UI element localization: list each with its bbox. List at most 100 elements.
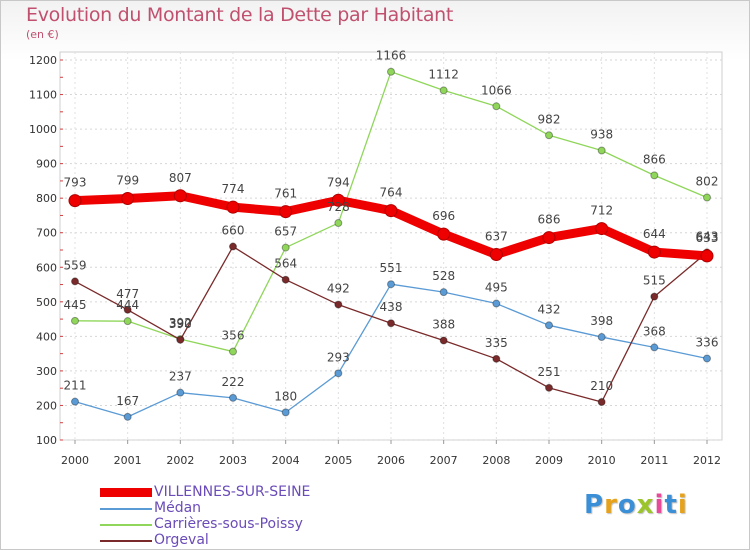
- data-point: [229, 242, 237, 251]
- series-0: [68, 189, 714, 263]
- data-point: [229, 393, 237, 402]
- data-point: [334, 300, 343, 309]
- data-label: 211: [64, 379, 87, 393]
- data-point: [545, 383, 553, 392]
- data-point: [437, 227, 451, 241]
- y-tick-label: 500: [36, 296, 57, 309]
- data-label: 368: [643, 324, 666, 338]
- data-point: [703, 354, 711, 363]
- data-point: [279, 205, 293, 219]
- data-point: [281, 243, 290, 252]
- data-label: 644: [643, 227, 666, 241]
- data-label: 445: [64, 298, 87, 312]
- logo-letter: x: [636, 490, 655, 520]
- data-label: 293: [327, 350, 350, 364]
- data-point: [71, 397, 79, 406]
- x-tick-label: 2010: [588, 454, 616, 467]
- chart-legend: VILLENNES-SUR-SEINE Médan Carrières-sous-P…: [100, 484, 360, 549]
- y-tick-label: 800: [36, 192, 57, 205]
- legend-swatch: [100, 488, 152, 497]
- y-tick-label: 900: [36, 158, 57, 171]
- y-tick-label: 200: [36, 399, 57, 412]
- data-point: [545, 131, 553, 140]
- data-label: 528: [432, 269, 455, 283]
- data-point: [703, 193, 711, 202]
- data-label: 336: [696, 335, 719, 349]
- logo-letter: i: [654, 490, 665, 520]
- data-point: [281, 275, 290, 284]
- data-point: [387, 67, 395, 76]
- data-label: 633: [696, 231, 719, 245]
- data-point: [700, 249, 714, 263]
- data-point: [650, 343, 659, 352]
- legend-swatch: [100, 508, 152, 510]
- data-point: [439, 86, 448, 95]
- data-point: [176, 335, 185, 344]
- data-label: 388: [432, 318, 455, 332]
- data-point: [121, 192, 135, 206]
- data-label: 660: [222, 224, 245, 238]
- data-label: 1112: [428, 67, 459, 81]
- logo-letter: t: [664, 490, 678, 520]
- data-label: 643: [696, 229, 719, 243]
- x-tick-label: 2005: [324, 454, 352, 467]
- y-tick-label: 300: [36, 365, 57, 378]
- x-tick-label: 2004: [272, 454, 300, 467]
- data-point: [334, 219, 343, 228]
- data-point: [123, 412, 132, 421]
- data-label: 686: [538, 213, 561, 227]
- data-label: 551: [380, 261, 403, 275]
- data-label: 167: [116, 394, 139, 408]
- data-label: 492: [327, 282, 350, 296]
- data-point: [597, 146, 606, 155]
- logo-letter: o: [617, 490, 637, 520]
- data-label: 444: [116, 298, 139, 312]
- data-point: [387, 280, 395, 289]
- data-label: 356: [222, 329, 245, 343]
- data-label: 696: [432, 209, 455, 223]
- data-point: [334, 369, 343, 378]
- x-tick-label: 2009: [535, 454, 563, 467]
- y-tick-label: 1100: [29, 89, 57, 102]
- series-1: [71, 280, 711, 421]
- data-point: [595, 222, 609, 236]
- logo-letter: r: [604, 490, 618, 520]
- data-label: 432: [538, 302, 561, 316]
- chart-subtitle: (en €): [26, 28, 59, 41]
- data-point: [123, 305, 132, 314]
- legend-item: Carrières-sous-Poissy: [100, 516, 360, 533]
- series-3: [71, 242, 711, 406]
- data-point: [650, 292, 659, 301]
- data-point: [492, 299, 501, 308]
- legend-swatch: [100, 524, 152, 526]
- legend-swatch: [100, 540, 152, 542]
- data-label: 799: [116, 174, 139, 188]
- data-label: 495: [485, 281, 508, 295]
- data-label: 392: [169, 316, 192, 330]
- y-tick-label: 100: [36, 434, 57, 447]
- data-label: 251: [538, 365, 561, 379]
- data-label: 180: [274, 389, 297, 403]
- y-tick-label: 1000: [29, 123, 57, 136]
- x-tick-label: 2003: [219, 454, 247, 467]
- data-point: [176, 388, 185, 397]
- data-point: [647, 245, 661, 259]
- data-point: [226, 200, 240, 214]
- x-tick-label: 2008: [482, 454, 510, 467]
- data-label: 210: [590, 379, 613, 393]
- data-point: [597, 333, 606, 342]
- data-point: [71, 277, 79, 286]
- data-point: [173, 189, 187, 203]
- data-label: 728: [327, 200, 350, 214]
- data-label: 794: [327, 175, 350, 189]
- data-point: [387, 319, 395, 328]
- y-tick-label: 1200: [29, 54, 57, 67]
- x-tick-label: 2012: [693, 454, 721, 467]
- data-label: 564: [274, 257, 297, 271]
- legend-label: Orgeval: [154, 532, 209, 548]
- data-point: [492, 354, 501, 363]
- data-label: 515: [643, 274, 666, 288]
- data-point: [492, 102, 501, 111]
- data-point: [542, 231, 556, 245]
